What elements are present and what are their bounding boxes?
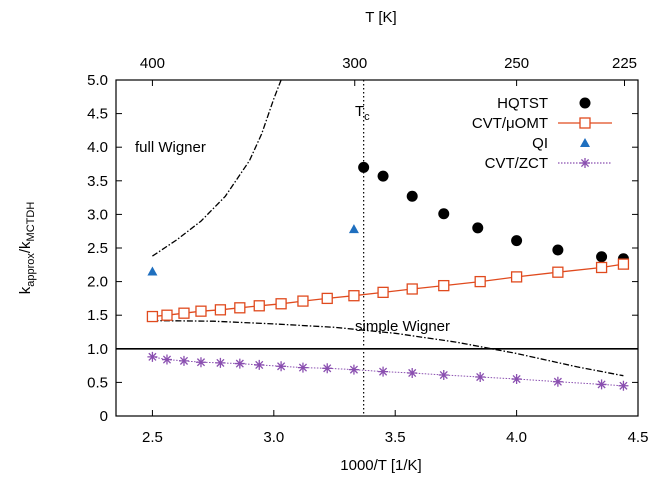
y-tick-label: 0 [100, 408, 108, 425]
y-tick-label: 5.0 [87, 72, 108, 89]
legend-marker-hqtst [579, 97, 591, 109]
cvt-omt-point [178, 307, 190, 319]
tc-label: Tc [355, 103, 370, 123]
cvt-zct-point [511, 374, 522, 385]
cvt-zct-point [322, 363, 333, 374]
cvt-zct-point [596, 379, 607, 390]
y-tick-label: 3.0 [87, 206, 108, 223]
x-tick-label: 3.5 [385, 429, 406, 446]
top-tick-label: 400 [140, 55, 165, 72]
data-series [146, 161, 630, 391]
cvt-zct-point [234, 358, 245, 369]
tc-label-sub: c [364, 111, 370, 123]
cvt-omt-point [617, 258, 630, 270]
y-axis-label: kapprox/kMCTDH [17, 202, 37, 295]
hqtst-point [358, 161, 370, 173]
hqtst-point [552, 244, 564, 256]
qi-point [348, 224, 359, 234]
y-tick-label: 1.5 [87, 307, 108, 324]
top-tick-label: 250 [504, 55, 529, 72]
cvt-omt-point [146, 310, 159, 323]
cvt-zct-point [618, 380, 629, 391]
axis-ticks: 2.5 3.0 3.5 4.0 4.5 0 0.5 1.0 1.5 2.0 2.5 3.0 3.5 4.0… [87, 55, 648, 446]
y-label-main: k [17, 286, 34, 294]
cvt-omt-point [438, 279, 450, 292]
legend-label: HQTST [497, 95, 548, 112]
simple-wigner-label: simple Wigner [355, 318, 450, 335]
cvt-zct-point [215, 357, 226, 368]
full-wigner-label: full Wigner [135, 139, 206, 156]
cvt-omt-point [214, 304, 227, 316]
full-wigner-curve [152, 79, 282, 257]
y-tick-label: 4.0 [87, 139, 108, 156]
y-tick-label: 4.5 [87, 106, 108, 123]
cvt-omt-point [297, 295, 309, 307]
y-tick-label: 1.0 [87, 341, 108, 358]
cvt-omt-point [321, 292, 333, 305]
cvt-zct-point [178, 355, 189, 366]
top-axis-label: T [K] [365, 9, 396, 26]
y-label-sep: /k [17, 241, 34, 253]
cvt-omt-point [510, 271, 523, 283]
tc-label-main: T [355, 103, 364, 120]
cvt-omt-point [275, 298, 287, 310]
cvt-zct-point [147, 351, 158, 362]
cvt-zct-point [195, 357, 206, 368]
hqtst-point [511, 235, 523, 247]
qi-point [147, 266, 158, 276]
x-tick-label: 3.0 [263, 429, 284, 446]
cvt-zct-point [378, 366, 389, 377]
cvt-zct-point [407, 367, 418, 378]
y-label-sub2: MCTDH [25, 202, 37, 242]
wigner-curves [152, 79, 624, 377]
legend-label: CVT/ZCT [485, 155, 548, 172]
simple-wigner-curve [152, 319, 624, 377]
cvt-omt-point [552, 266, 564, 278]
legend-label: QI [532, 135, 548, 152]
cvt-zct-point [254, 359, 265, 370]
cvt-zct-point [161, 354, 172, 365]
cvt-omt-point [348, 290, 360, 302]
x-tick-label: 4.5 [628, 429, 649, 446]
cvt-zct-point [276, 361, 287, 372]
y-tick-label: 2.5 [87, 240, 108, 257]
cvt-omt-point [474, 275, 486, 288]
y-tick-label: 0.5 [87, 374, 108, 391]
legend-marker-cvt-omt [579, 117, 591, 129]
top-tick-label: 300 [342, 55, 367, 72]
cvt-omt-point [377, 286, 389, 299]
hqtst-point [406, 190, 418, 202]
hqtst-point [377, 170, 389, 182]
cvt-omt-point [161, 309, 173, 321]
cvt-omt-point [595, 261, 608, 274]
cvt-zct-point [348, 364, 359, 375]
y-tick-label: 3.5 [87, 173, 108, 190]
cvt-zct-point [552, 376, 563, 387]
legend-marker-qi [580, 138, 590, 147]
cvt-zct-point [438, 370, 449, 381]
x-axis-label: 1000/T [1/K] [340, 457, 421, 474]
top-tick-label: 225 [612, 55, 637, 72]
legend-label: CVT/μOMT [472, 115, 548, 132]
cvt-omt-point [195, 305, 207, 317]
cvt-zct-point [297, 362, 308, 373]
cvt-omt-point [253, 300, 265, 312]
cvt-zct-point [475, 372, 486, 383]
x-tick-label: 2.5 [142, 429, 163, 446]
hqtst-point [472, 222, 484, 234]
cvt-omt-point [234, 302, 246, 314]
cvt-omt-point [406, 283, 418, 295]
x-tick-label: 4.0 [506, 429, 527, 446]
legend-marker-cvt-zct [580, 158, 590, 168]
hqtst-point [438, 208, 450, 220]
y-label-sub1: approx [25, 253, 37, 287]
y-tick-label: 2.0 [87, 274, 108, 291]
reference-lines [116, 80, 638, 416]
legend: HQTST CVT/μOMT QI CVT/ZCT [472, 95, 612, 172]
hqtst-point [596, 251, 608, 263]
